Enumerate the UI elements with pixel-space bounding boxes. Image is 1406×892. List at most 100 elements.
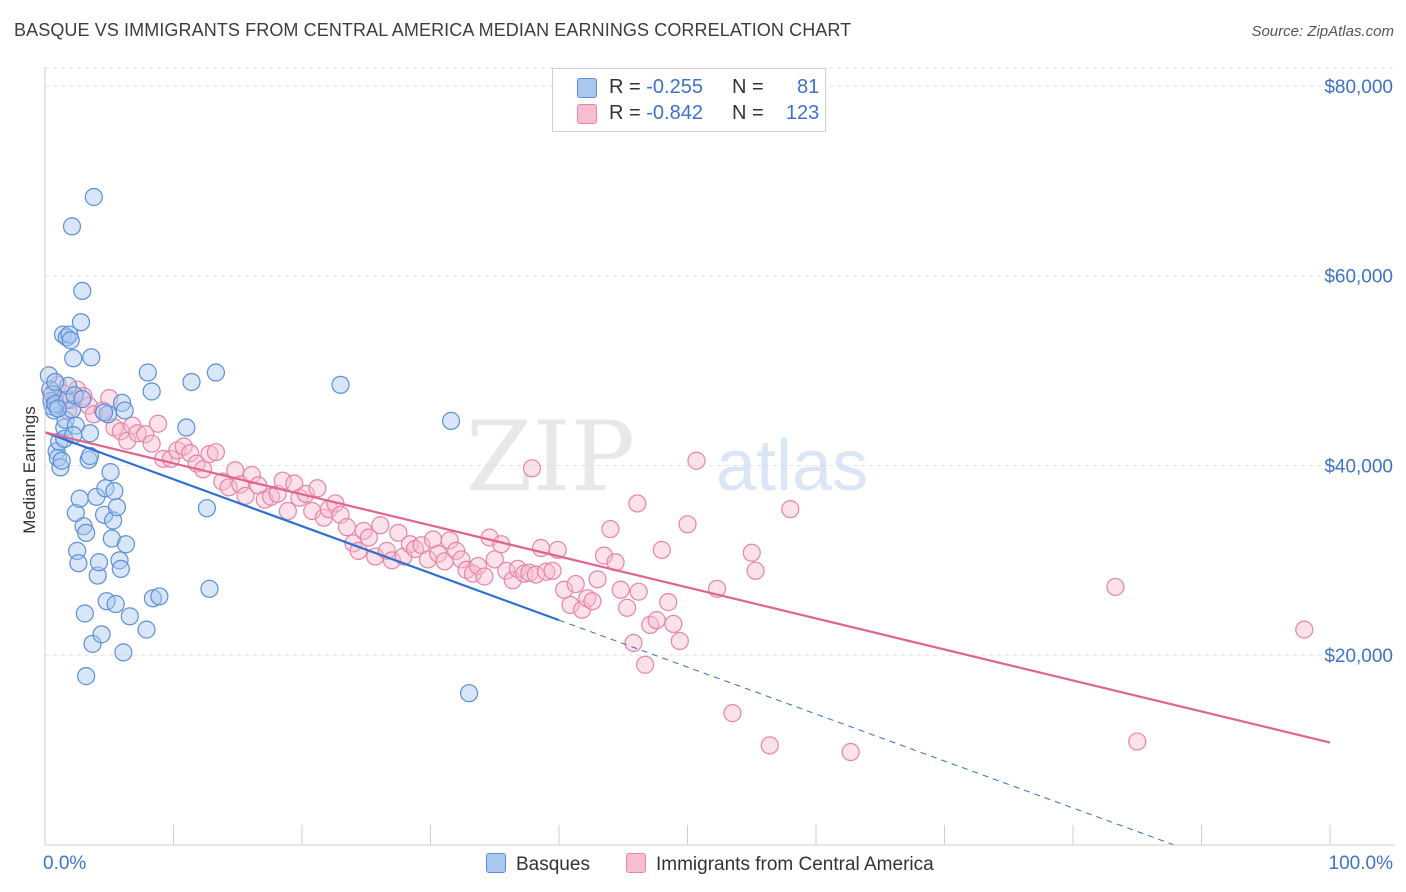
immigrants-point (664, 614, 683, 634)
immigrants-point (841, 742, 860, 762)
grid-layer (45, 67, 1395, 656)
y-tick-label: $20,000 (1324, 646, 1393, 667)
basques-point (120, 607, 139, 626)
basques-point (52, 451, 71, 470)
basques-point (106, 594, 125, 614)
x-tick-label-max: 100.0% (1329, 853, 1394, 874)
basques-point (138, 363, 157, 382)
basques-point (441, 411, 461, 430)
basques-point (60, 325, 79, 344)
basques-point (105, 482, 124, 501)
immigrants-point (652, 540, 671, 560)
basques-point (177, 418, 196, 437)
y-tick-label: $80,000 (1324, 77, 1393, 98)
basques-point (206, 363, 226, 382)
legend-label-basques: Basques (516, 854, 590, 875)
basques-point (80, 424, 100, 443)
legend-label-immigrants: Immigrants from Central America (656, 854, 934, 875)
legend-r-value-basques: -0.255 (646, 76, 703, 98)
x-tick-label-min: 0.0% (43, 853, 86, 874)
basques-point (73, 281, 92, 301)
series-basques-points (39, 187, 479, 703)
immigrants-point (128, 424, 147, 443)
immigrants-point (206, 443, 226, 462)
basques-point (101, 463, 120, 482)
series-legend: Basques Immigrants from Central America (0, 853, 1406, 877)
legend-r-value-immigrants: -0.842 (646, 102, 703, 124)
immigrants-point (760, 736, 779, 755)
watermark-atlas: atlas (716, 426, 868, 506)
immigrants-point (537, 562, 556, 581)
immigrants-point (200, 445, 219, 464)
basques-point (51, 458, 70, 477)
basques-point (182, 372, 201, 392)
basques-point (459, 684, 479, 703)
immigrants-point (242, 465, 261, 485)
basques-point (143, 589, 163, 608)
basques-point (197, 499, 217, 518)
basques-point (88, 566, 107, 585)
immigrants-point (503, 571, 522, 590)
basques-point (77, 523, 96, 542)
immigrants-point (389, 523, 408, 542)
immigrants-point (1106, 577, 1125, 597)
immigrants-point (382, 551, 402, 570)
immigrants-point (594, 546, 614, 565)
legend-item-basques[interactable]: Basques (486, 853, 590, 876)
immigrants-point (659, 593, 678, 612)
basques-point (64, 349, 83, 368)
basques-point (331, 375, 350, 394)
basques-point (46, 394, 65, 413)
basques-point (73, 389, 92, 409)
immigrants-point (236, 486, 255, 505)
immigrants-point (629, 582, 648, 601)
legend-n-label: N = (732, 76, 770, 98)
basques-point (69, 554, 88, 573)
immigrants-point (566, 574, 585, 594)
immigrants-point (543, 561, 562, 580)
immigrants-point (136, 425, 155, 444)
immigrants-point (611, 580, 630, 599)
immigrants-point (635, 655, 655, 674)
chart-title: BASQUE VS IMMIGRANTS FROM CENTRAL AMERIC… (14, 20, 852, 40)
immigrants-point (522, 459, 542, 478)
immigrants-point (1128, 732, 1147, 751)
immigrants-point (337, 518, 357, 537)
trend-lines (44, 431, 1331, 846)
source-label: Source: ZipAtlas.com (1251, 23, 1394, 40)
basques-point (111, 559, 130, 579)
immigrants-point (359, 528, 378, 547)
immigrants-point (670, 631, 689, 651)
basques-point (107, 498, 127, 517)
immigrants-point (561, 595, 580, 615)
immigrants-point (485, 550, 504, 569)
basques-point (89, 553, 109, 572)
immigrants-point (452, 550, 471, 569)
basques-point (116, 535, 136, 554)
legend-swatch-basques (486, 853, 506, 873)
y-tick-label: $40,000 (1324, 456, 1393, 477)
legend-item-immigrants[interactable]: Immigrants from Central America (626, 853, 934, 876)
watermark-zip: ZIP (466, 401, 635, 513)
immigrants-point (371, 516, 390, 535)
basques-point (150, 587, 169, 606)
axes: $20,000 $40,000 $60,000 $80,000 0.0% 100.0% (43, 67, 1395, 874)
immigrants-point (723, 704, 742, 723)
basques-point (75, 604, 94, 623)
immigrants-point (308, 479, 327, 498)
legend-swatch-immigrants (577, 104, 597, 124)
immigrants-point (555, 580, 574, 599)
immigrants-point (475, 567, 494, 586)
trend-line-basques (44, 431, 560, 622)
legend-n-label: N = (732, 102, 770, 124)
basques-point (84, 187, 103, 207)
legend-n-value-basques: 81 (797, 76, 820, 98)
immigrants-point (1295, 620, 1314, 639)
basques-point (77, 667, 96, 686)
legend-r-label: R = (609, 102, 647, 124)
basques-point (95, 403, 114, 422)
immigrants-point (687, 451, 706, 470)
y-tick-label: $60,000 (1324, 267, 1393, 288)
correlation-legend: R = -0.255 N = 81 R = -0.842 N = 123 (552, 68, 826, 132)
trend-line-immigrants (44, 431, 1331, 744)
